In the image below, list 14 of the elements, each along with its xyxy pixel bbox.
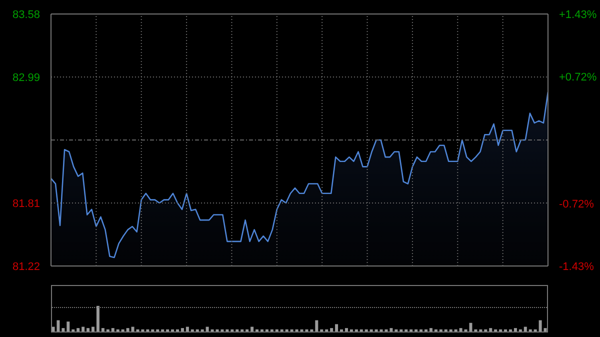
bar bbox=[335, 324, 338, 332]
y-tick-label: 83.58 bbox=[12, 9, 40, 21]
y2-tick-label: +0.72% bbox=[559, 72, 597, 84]
y2-tick-label: -0.72% bbox=[559, 198, 594, 210]
y2-tick-label: +1.43% bbox=[559, 9, 597, 21]
y2-tick-label: -1.43% bbox=[559, 261, 594, 273]
bar bbox=[56, 320, 60, 332]
bar bbox=[538, 320, 542, 332]
y-tick-label: 81.81 bbox=[12, 198, 40, 210]
bar bbox=[66, 322, 70, 332]
y-tick-label: 81.22 bbox=[12, 261, 40, 273]
bar bbox=[96, 306, 100, 332]
bar bbox=[315, 320, 318, 332]
y-tick-label: 82.99 bbox=[12, 72, 40, 84]
